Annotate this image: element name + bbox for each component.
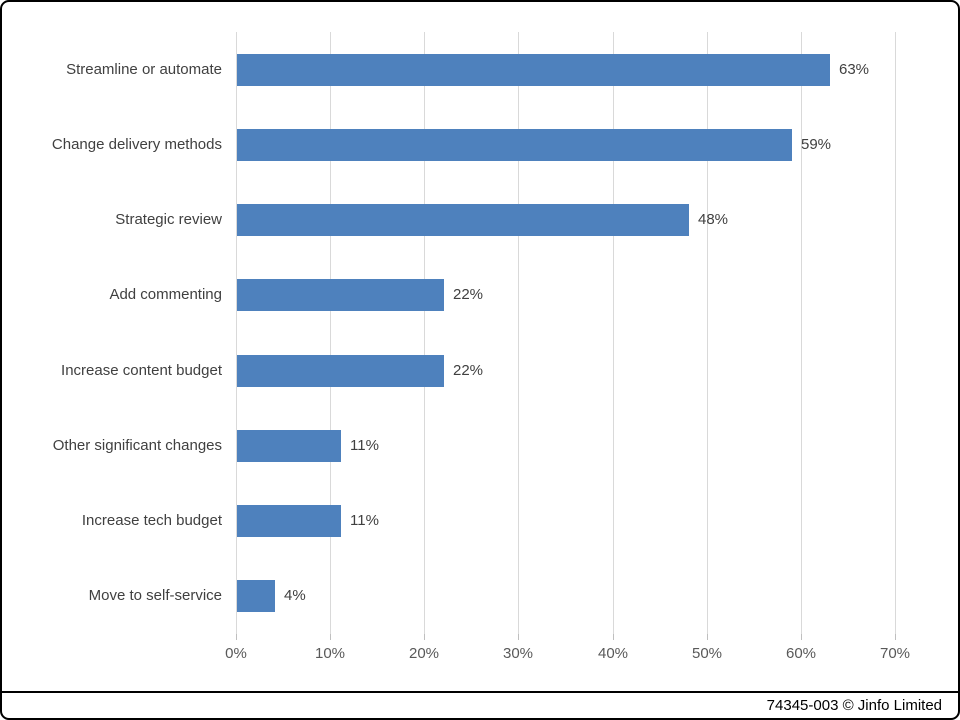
x-gridline (424, 32, 425, 634)
x-gridline (613, 32, 614, 634)
category-label: Move to self-service (88, 587, 222, 604)
value-label: 4% (284, 587, 306, 604)
x-axis-tick-label: 40% (597, 645, 629, 662)
category-label: Increase content budget (61, 362, 222, 379)
x-axis-tick (613, 634, 614, 640)
x-axis-tick (236, 634, 237, 640)
x-axis-tick-label: 20% (408, 645, 440, 662)
x-gridline (895, 32, 896, 634)
x-gridline (518, 32, 519, 634)
x-axis-tick (518, 634, 519, 640)
bar (237, 279, 444, 311)
bar (237, 430, 341, 462)
x-gridline (707, 32, 708, 634)
x-gridline (236, 32, 237, 634)
value-label: 59% (801, 136, 832, 153)
x-axis-tick (330, 634, 331, 640)
bar (237, 54, 830, 86)
value-label: 11% (350, 437, 379, 454)
bar (237, 355, 444, 387)
x-axis-tick-label: 70% (879, 645, 911, 662)
x-axis-tick-label: 10% (314, 645, 346, 662)
value-label: 63% (839, 61, 870, 78)
x-gridline (801, 32, 802, 634)
x-axis-tick-label: 50% (691, 645, 723, 662)
x-gridline (330, 32, 331, 634)
value-label: 11% (350, 512, 379, 529)
value-label: 48% (698, 211, 729, 228)
category-label: Add commenting (109, 286, 222, 303)
value-label: 22% (453, 286, 484, 303)
x-axis-tick (707, 634, 708, 640)
x-axis-tick (801, 634, 802, 640)
bar (237, 505, 341, 537)
footer-credit: 74345-003 © Jinfo Limited (766, 697, 942, 714)
category-label: Other significant changes (52, 437, 222, 454)
bar-chart-plot-area: 0% 10% 20% 30% 40% 50% 60% 70% Streamline or aut… (2, 2, 958, 692)
footer-divider (2, 691, 958, 693)
x-axis-tick (895, 634, 896, 640)
bar (237, 204, 689, 236)
category-label: Change delivery methods (51, 136, 222, 153)
x-axis-tick-label: 0% (225, 645, 247, 662)
category-label: Strategic review (115, 211, 222, 228)
bar (237, 580, 275, 612)
x-axis-tick-label: 60% (785, 645, 817, 662)
x-axis-tick (424, 634, 425, 640)
category-label: Streamline or automate (66, 61, 222, 78)
x-axis-tick-label: 30% (502, 645, 534, 662)
bar (237, 129, 792, 161)
value-label: 22% (453, 362, 484, 379)
category-label: Increase tech budget (81, 512, 222, 529)
